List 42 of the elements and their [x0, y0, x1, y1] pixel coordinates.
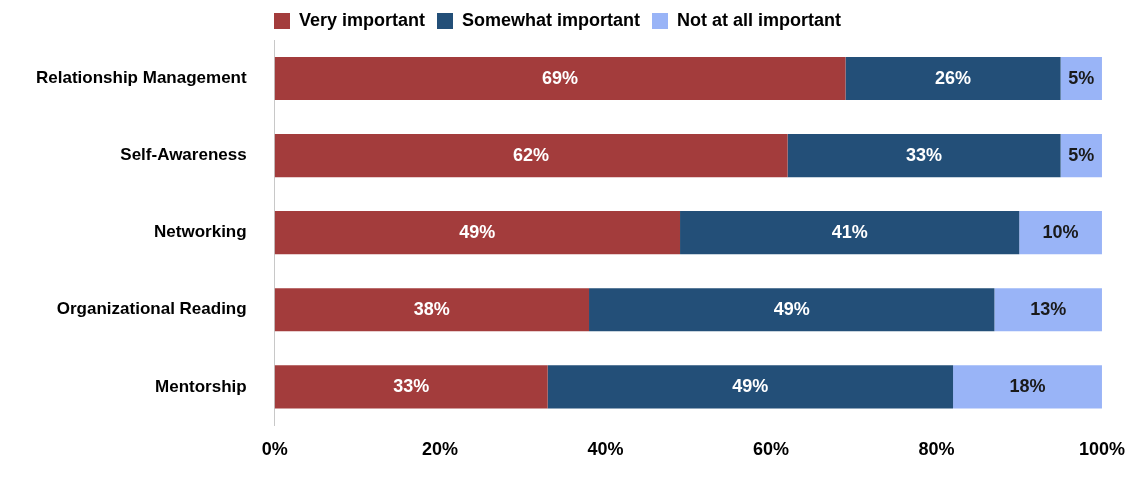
legend-label: Very important: [298, 9, 426, 30]
data-label: 69%: [542, 67, 579, 88]
y-tick-label: Self-Awareness: [120, 145, 247, 165]
bar: [845, 56, 1061, 101]
legend-label: Somewhat important: [462, 9, 641, 30]
data-label: 62%: [513, 144, 550, 165]
y-tick-label: Relationship Management: [36, 68, 247, 88]
bar: [787, 134, 1061, 178]
bar: [547, 365, 954, 409]
x-tick-label: 60%: [753, 439, 790, 460]
y-tick-label: Mentorship: [155, 376, 247, 396]
data-label: 33%: [393, 375, 430, 396]
data-label: 38%: [413, 298, 450, 319]
data-label: 18%: [1009, 375, 1046, 396]
data-label: 13%: [1030, 298, 1067, 319]
x-tick-label: 80%: [918, 439, 955, 460]
data-label: 49%: [732, 375, 769, 396]
x-tick-label: 20%: [422, 439, 459, 460]
x-tick-label: 100%: [1078, 439, 1125, 460]
bar: [274, 56, 846, 101]
data-label: 33%: [906, 144, 943, 165]
bar: [1019, 211, 1102, 255]
bar: [589, 288, 995, 332]
y-tick-label: Organizational Reading: [56, 299, 247, 319]
data-label: 5%: [1068, 67, 1095, 88]
bar: [680, 211, 1020, 255]
data-label: 10%: [1042, 221, 1079, 242]
y-tick-label: Networking: [154, 222, 247, 242]
x-tick-label: 0%: [261, 439, 288, 460]
bar: [953, 365, 1102, 409]
bar: [274, 365, 548, 409]
x-tick-label: 40%: [587, 439, 624, 460]
bar: [274, 288, 590, 332]
bar: [994, 288, 1102, 332]
data-label: 49%: [459, 221, 496, 242]
bar: [274, 134, 788, 178]
data-label: 26%: [935, 67, 972, 88]
legend-label: Not at all important: [677, 9, 842, 30]
data-label: 49%: [773, 298, 810, 319]
data-label: 41%: [831, 221, 868, 242]
data-label: 5%: [1068, 144, 1095, 165]
bar: [274, 211, 681, 255]
